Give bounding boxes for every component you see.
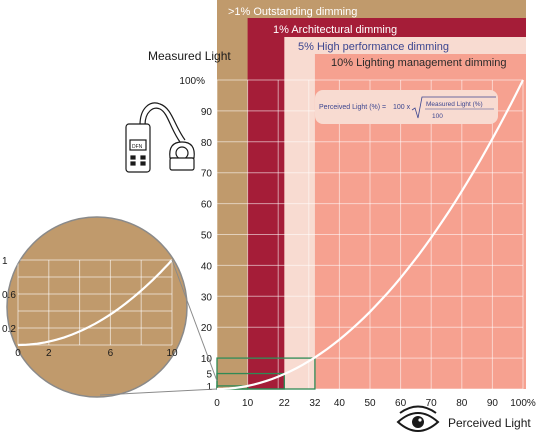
inset-x-tick-label: 6 [108,348,114,359]
inset-connector-bottom [99,388,218,396]
formula-lhs: Perceived Light (%) = [319,104,386,111]
x-tick-label: 70 [426,398,438,409]
formula-coef: 100 x [393,104,411,111]
light-meter-icon: DFN [125,102,195,173]
eye-icon [396,405,440,432]
series-line [216,79,524,391]
chart-grid [216,79,524,390]
series-layer [216,79,524,391]
inset-x-tick-label: 10 [166,348,178,359]
inset-tick-labels: 0 2 6 10 1 0.6 0.2 [2,256,178,359]
x-tick-label: 100% [510,398,536,409]
inset-y-tick-label: 0.2 [2,324,16,335]
x-tick-labels: 0 10 22 32 40 50 60 70 80 90 100% [214,398,536,409]
x-tick-label: 80 [456,398,468,409]
band-label-architectural: 1% Architectural dimming [273,24,397,36]
y-tick-label: 60 [201,200,213,211]
inset-y-tick-label: 1 [2,256,8,267]
svg-text:DFN: DFN [132,144,143,150]
x-tick-label: 32 [309,398,321,409]
x-tick-label: 50 [364,398,376,409]
y-tick-label: 40 [201,261,213,272]
formula-box: Perceived Light (%) = 100 x Measured Lig… [315,90,498,124]
x-tick-label: 10 [242,398,254,409]
y-tick-label: 1 [206,382,212,393]
x-tick-label: 0 [214,398,220,409]
formula-denominator: 100 [432,113,443,120]
formula-numerator: Measured Light (%) [426,101,483,108]
y-tick-label: 10 [201,354,213,365]
x-tick-label: 90 [487,398,499,409]
y-tick-label: 20 [201,323,213,334]
y-tick-label: 50 [201,231,213,242]
band-label-outstanding: >1% Outstanding dimming [228,6,357,18]
x-axis-title: Perceived Light [448,416,531,430]
y-tick-labels: 15 10 20 30 40 50 60 70 80 90 100% [179,76,212,393]
y-tick-label: 100% [179,76,205,87]
formula-sqrt-sign [411,96,496,119]
zoom-boxes [216,357,316,390]
inset-series-line [17,259,173,347]
zoom-inset: 0 2 6 10 1 0.6 0.2 [2,216,218,398]
y-tick-label: 30 [201,292,213,303]
x-tick-label: 40 [334,398,346,409]
x-tick-label: 60 [395,398,407,409]
inset-connector-top [171,259,218,382]
x-tick-label: 22 [279,398,291,409]
inset-y-tick-label: 0.6 [2,290,16,301]
inset-curve-layer [17,259,173,347]
y-tick-label: 90 [201,107,213,118]
band-label-high-performance: 5% High performance dimming [298,41,449,53]
zoom-box [216,357,316,390]
inset-x-tick-label: 2 [46,348,52,359]
y-tick-label: 5 [206,370,212,381]
y-tick-label: 70 [201,169,213,180]
y-axis-title: Measured Light [148,49,231,63]
band-label-lighting-management: 10% Lighting management dimming [331,57,507,69]
inset-x-tick-label: 0 [15,348,21,359]
y-tick-label: 80 [201,138,213,149]
